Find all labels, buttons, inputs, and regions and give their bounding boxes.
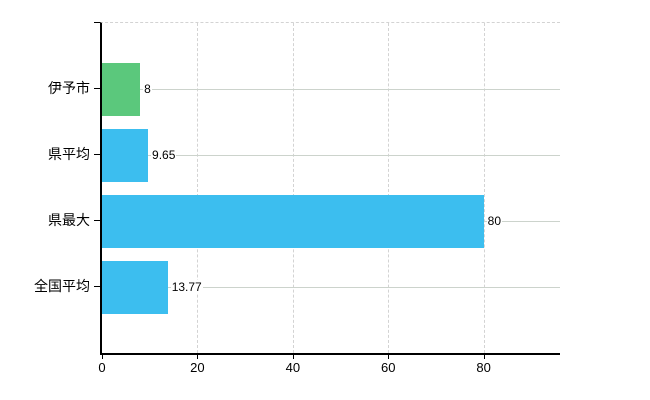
x-axis-tick-label: 20 [190,360,205,375]
x-axis-tick [388,354,390,359]
bar-value-label: 8 [143,82,152,96]
y-axis-tick [94,154,100,155]
x-axis-tick [102,354,103,359]
bar-県最大 [102,194,484,248]
x-axis-tick-label: 40 [285,360,301,375]
y-axis-tick [94,22,100,23]
bar-全国平均 [102,260,168,314]
x-axis-tick [483,354,485,359]
bar-value-label: 13.77 [170,280,203,294]
bar-県平均 [102,128,149,182]
vertical-gridline [388,23,390,353]
vertical-gridline [483,23,485,353]
horizontal-gridline [102,155,560,156]
category-label: 県最大 [48,212,90,228]
bar-value-label: 80 [486,214,503,228]
x-axis-tick-label: 60 [381,360,396,375]
bar-value-label: 9.65 [151,148,177,162]
y-axis-tick [94,220,100,221]
x-axis-tick-label: 80 [476,360,491,375]
x-axis-tick [197,354,199,359]
bar-伊予市 [102,62,141,116]
vertical-gridline [292,23,294,353]
horizontal-gridline [102,287,560,288]
category-label: 全国平均 [34,278,90,294]
plot-area: 8 9.65 80 13.77 [100,22,560,355]
y-axis-tick [94,88,100,89]
x-axis-tick-label: 0 [98,360,106,375]
y-axis-tick [94,286,100,287]
category-label: 伊予市 [48,80,90,96]
horizontal-gridline [102,89,560,90]
vertical-gridline [197,23,199,353]
category-label: 県平均 [48,146,90,162]
x-axis-tick [292,354,294,359]
